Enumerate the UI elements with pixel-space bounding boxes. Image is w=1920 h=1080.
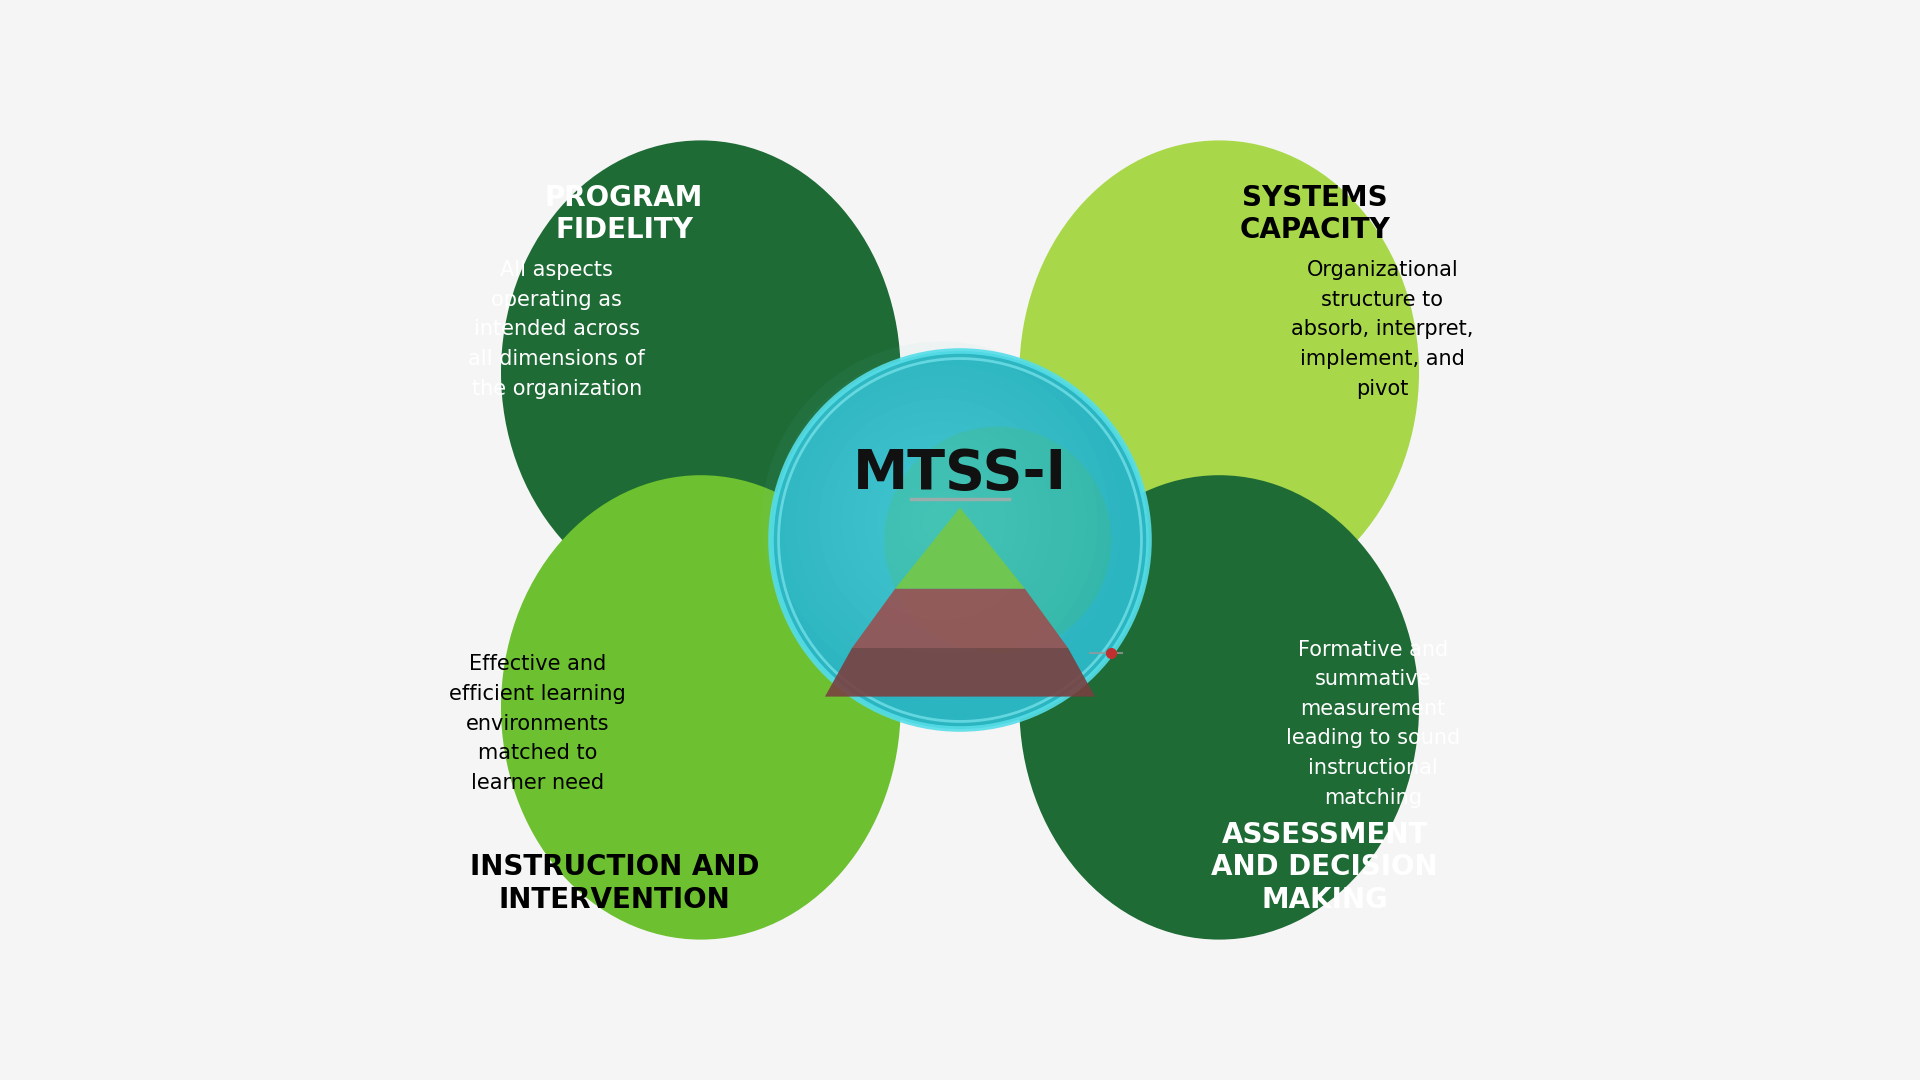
Text: Formative and
summative
measurement
leading to sound
instructional
matching: Formative and summative measurement lead… — [1286, 639, 1459, 808]
Text: MTSS-I: MTSS-I — [852, 447, 1068, 501]
Ellipse shape — [808, 388, 1075, 654]
Ellipse shape — [885, 427, 1112, 653]
Ellipse shape — [774, 353, 1110, 689]
Ellipse shape — [829, 410, 1052, 632]
Ellipse shape — [922, 502, 960, 540]
Text: All aspects
operating as
intended across
all dimensions of
the organization: All aspects operating as intended across… — [468, 260, 645, 399]
Text: Organizational
structure to
absorb, interpret,
implement, and
pivot: Organizational structure to absorb, inte… — [1292, 260, 1473, 399]
Ellipse shape — [762, 341, 1121, 701]
Ellipse shape — [887, 468, 995, 575]
Ellipse shape — [501, 475, 900, 940]
Ellipse shape — [797, 376, 1087, 666]
Ellipse shape — [820, 399, 1064, 644]
Text: SYSTEMS
CAPACITY: SYSTEMS CAPACITY — [1240, 184, 1390, 244]
Ellipse shape — [910, 490, 972, 552]
Ellipse shape — [1020, 475, 1419, 940]
Ellipse shape — [1020, 140, 1419, 605]
Ellipse shape — [852, 433, 1029, 609]
Text: Effective and
efficient learning
environments
matched to
learner need: Effective and efficient learning environ… — [449, 654, 626, 793]
Text: INSTRUCTION AND
INTERVENTION: INSTRUCTION AND INTERVENTION — [470, 853, 758, 914]
Ellipse shape — [501, 140, 900, 605]
Ellipse shape — [841, 422, 1041, 620]
Ellipse shape — [772, 351, 1148, 729]
Polygon shape — [826, 648, 1094, 697]
Ellipse shape — [864, 445, 1018, 597]
Polygon shape — [852, 589, 1068, 648]
Ellipse shape — [899, 480, 983, 563]
Polygon shape — [895, 508, 1025, 589]
Text: PROGRAM
FIDELITY: PROGRAM FIDELITY — [545, 184, 703, 244]
Ellipse shape — [876, 456, 1006, 585]
Text: ASSESSMENT
AND DECISION
MAKING: ASSESSMENT AND DECISION MAKING — [1212, 821, 1438, 914]
Ellipse shape — [785, 365, 1098, 678]
